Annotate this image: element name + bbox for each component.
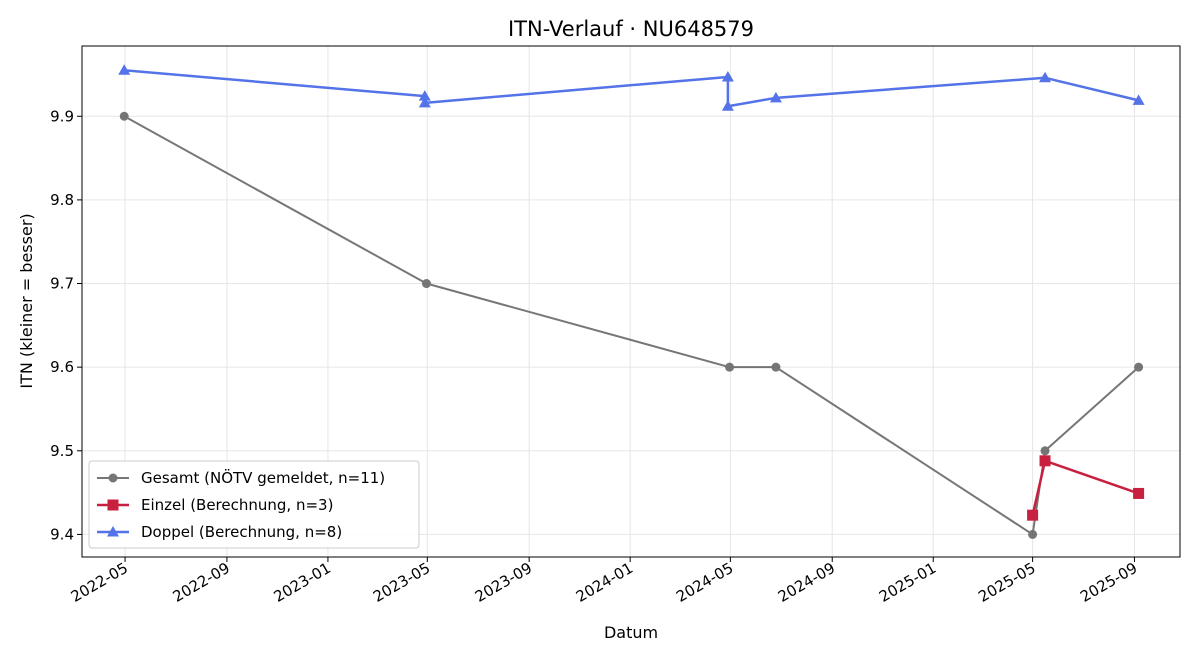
y-tick-label: 9.5 xyxy=(50,442,74,460)
x-tick-label: 2023-01 xyxy=(271,559,334,606)
legend-box xyxy=(88,460,420,549)
y-tick-label: 9.7 xyxy=(50,275,74,293)
legend-entry-gesamt xyxy=(97,473,129,483)
x-tick-label: 2025-01 xyxy=(876,559,939,606)
series-gesamt-point xyxy=(421,279,431,289)
series-einzel-point xyxy=(1039,455,1051,467)
series-gesamt xyxy=(119,111,1144,539)
series-layer xyxy=(118,64,1145,539)
legend-entry-doppel xyxy=(97,526,129,537)
legend-einzel-point xyxy=(107,499,119,511)
plot-frame xyxy=(81,45,1181,558)
series-gesamt-point xyxy=(725,362,735,372)
series-doppel-line xyxy=(124,69,1139,108)
y-tick-label: 9.4 xyxy=(50,525,74,543)
series-einzel-line xyxy=(1031,459,1140,516)
series-einzel xyxy=(1027,455,1145,521)
series-doppel-point xyxy=(721,100,734,111)
series-einzel-point xyxy=(1133,487,1145,499)
legend: Gesamt (NÖTV gemeldet, n=11) Einzel (Bere… xyxy=(88,460,420,549)
series-doppel-point xyxy=(418,90,431,101)
x-tick-label: 2025-05 xyxy=(975,559,1038,606)
x-tick-label: 2023-05 xyxy=(370,559,433,606)
x-tick-label: 2022-09 xyxy=(170,559,233,606)
series-doppel-point xyxy=(721,70,734,82)
series-gesamt-point xyxy=(1028,529,1038,539)
legend-label-einzel: Einzel (Berechnung, n=3) xyxy=(141,496,333,514)
series-gesamt-point xyxy=(1040,446,1050,456)
x-tick-label: 2022-05 xyxy=(68,559,131,606)
y-axis: 9.4 9.5 9.6 9.7 9.8 9.9 xyxy=(50,107,82,543)
y-tick-label: 9.8 xyxy=(50,191,74,209)
x-tick-label: 2024-01 xyxy=(573,559,636,606)
y-axis-title: ITN (kleiner = besser) xyxy=(17,213,36,388)
series-einzel-point xyxy=(1027,509,1039,521)
legend-doppel-point xyxy=(107,526,119,537)
x-tick-label: 2025-09 xyxy=(1077,559,1140,606)
series-doppel-point xyxy=(118,64,131,75)
series-gesamt-point xyxy=(1134,362,1144,372)
x-tick-label: 2023-09 xyxy=(472,559,535,606)
x-tick-label: 2024-05 xyxy=(673,559,736,606)
series-gesamt-point xyxy=(771,362,781,372)
legend-gesamt-point xyxy=(108,473,118,483)
series-doppel xyxy=(118,64,1145,111)
x-axis: 2022-05 2022-09 2023-01 2023-05 2023-09 2024-… xyxy=(68,557,1140,606)
x-axis-title: Datum xyxy=(604,623,658,642)
series-gesamt-point xyxy=(119,111,129,121)
y-tick-label: 9.6 xyxy=(50,358,74,376)
x-tick-label: 2024-09 xyxy=(775,559,838,606)
series-doppel-point xyxy=(769,91,782,103)
legend-entry-einzel xyxy=(97,499,129,511)
legend-label-gesamt: Gesamt (NÖTV gemeldet, n=11) xyxy=(141,468,385,487)
y-tick-label: 9.9 xyxy=(50,107,74,125)
series-doppel-point xyxy=(1132,94,1145,105)
series-doppel-point xyxy=(418,96,431,108)
legend-label-doppel: Doppel (Berechnung, n=8) xyxy=(141,523,342,541)
chart-title: ITN-Verlauf · NU648579 xyxy=(508,17,754,41)
series-doppel-point xyxy=(1039,71,1052,83)
